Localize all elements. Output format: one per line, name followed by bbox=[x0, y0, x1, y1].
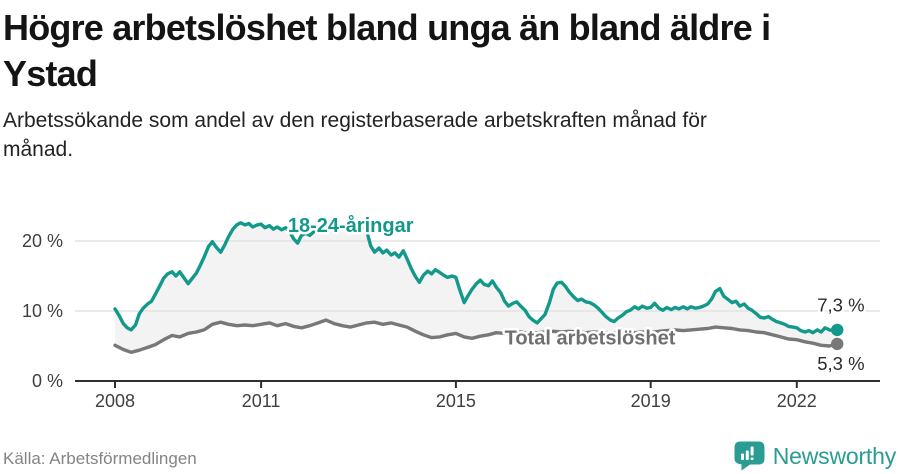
x-tick-label: 2015 bbox=[436, 391, 476, 411]
end-dot-total bbox=[831, 337, 844, 351]
logo-exclamation-bar bbox=[750, 446, 754, 456]
chart-subtitle-line-2: månad. bbox=[3, 138, 74, 162]
newsworthy-wordmark: Newsworthy bbox=[772, 442, 896, 469]
newsworthy-logo: Newsworthy bbox=[734, 441, 896, 471]
x-tick-label: 2011 bbox=[242, 391, 281, 411]
y-tick-label: 10 % bbox=[22, 301, 63, 321]
chart-subtitle: Arbetssökande som andel av den registerb… bbox=[3, 107, 897, 165]
page-title: Högre arbetslöshet bland unga än bland ä… bbox=[3, 5, 897, 97]
source-note: Källa: Arbetsförmedlingen bbox=[3, 449, 197, 468]
end-value-label-18-24: 7,3 % bbox=[817, 295, 864, 316]
page-title-line-1: Högre arbetslöshet bland unga än bland ä… bbox=[3, 7, 771, 48]
series-band-fill bbox=[115, 222, 838, 353]
y-tick-label: 0 % bbox=[32, 371, 63, 391]
y-tick-label: 20 % bbox=[22, 231, 63, 251]
chart-subtitle-line-1: Arbetssökande som andel av den registerb… bbox=[3, 109, 707, 133]
logo-bubble-shape bbox=[734, 441, 765, 471]
logo-exclamation-dot bbox=[750, 457, 754, 460]
logo-bar-medium bbox=[745, 450, 749, 460]
x-tick-label: 2019 bbox=[631, 391, 671, 411]
newsworthy-logo-mark-icon bbox=[734, 441, 765, 471]
x-tick-label: 2008 bbox=[95, 391, 135, 411]
end-dot-18-24 bbox=[831, 323, 844, 337]
series-line-total bbox=[113, 318, 839, 355]
end-value-label-total: 5,3 % bbox=[817, 353, 864, 374]
series-line-18-24 bbox=[113, 221, 839, 335]
chart-header: Högre arbetslöshet bland unga än bland ä… bbox=[3, 5, 897, 165]
logo-bar-short bbox=[740, 453, 744, 460]
chart-canvas: 2008 2011 2015 2019 2022 0 % 10 % 20 % 18-24-åri… bbox=[22, 211, 880, 411]
x-tick-label: 2022 bbox=[777, 391, 817, 411]
series-label-18-24: 18-24-åringar bbox=[288, 214, 414, 237]
unemployment-line-chart: 2008 2011 2015 2019 2022 0 % 10 % 20 % 18-24-åri… bbox=[0, 190, 900, 425]
page-title-line-2: Ystad bbox=[3, 53, 98, 95]
series-label-total: Total arbetslöshet bbox=[505, 328, 676, 350]
